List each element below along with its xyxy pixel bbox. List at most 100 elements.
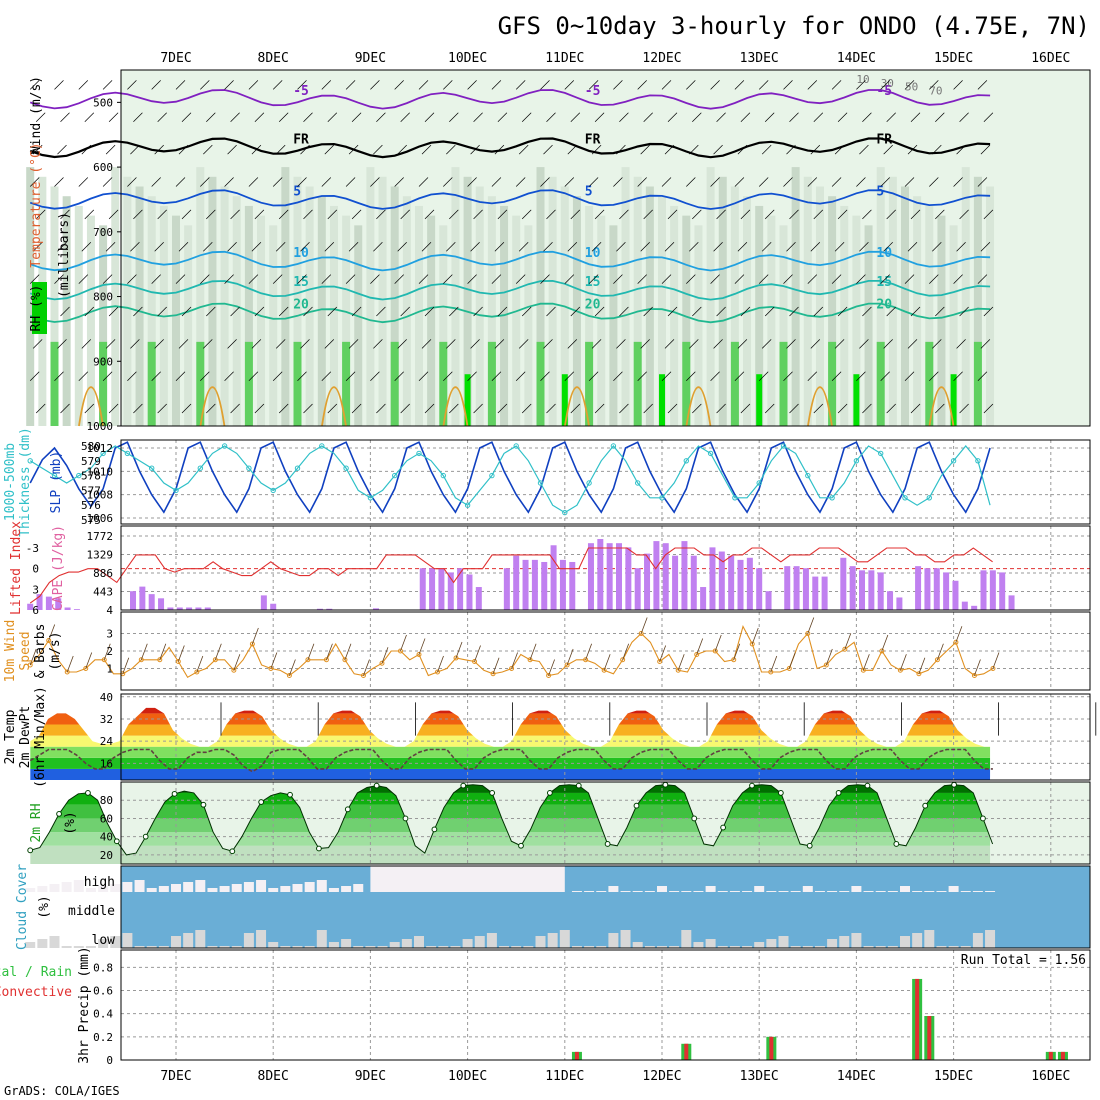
wind-speed-marker (64, 669, 70, 675)
cloud-low-bar (474, 936, 485, 948)
thickness-marker (416, 450, 422, 457)
wind-speed-marker (601, 667, 607, 673)
wind-barb (54, 274, 64, 284)
cape-bar (784, 566, 791, 610)
wind-barb (883, 144, 893, 155)
isotherm-5 (29, 189, 991, 210)
wind-barb (616, 339, 626, 349)
temperature-axis-label-line: Temperature (°C) (29, 142, 44, 267)
rh-shade (901, 186, 909, 426)
rh-shade (815, 186, 824, 426)
wind-barb (856, 80, 866, 90)
wind-barb (564, 274, 575, 284)
wind-speed-marker (879, 648, 885, 654)
cloud-low-bar (900, 936, 910, 948)
wind-barb (594, 209, 605, 220)
wind-speed-marker (583, 657, 589, 663)
wind-barb (831, 371, 842, 381)
cloud-high-bar (25, 888, 36, 892)
cape-bar (737, 559, 744, 610)
thickness-marker (149, 465, 155, 471)
rh-shade (402, 196, 411, 426)
isotherm-label: 10 (293, 246, 309, 261)
cloud-low-bar (875, 946, 886, 948)
wind-barb (200, 177, 210, 187)
temp-tick-label: 16 (100, 757, 113, 770)
wind-barb (224, 371, 234, 381)
rh-shade (767, 215, 776, 426)
rh-shade (609, 225, 618, 426)
wind-speed-marker (268, 666, 274, 671)
isotherm-minus-5 (29, 89, 991, 110)
wind-barb (35, 209, 46, 220)
wind-barb (443, 80, 453, 90)
wind-barb (303, 209, 313, 220)
isotherm-label: 15 (293, 275, 309, 290)
wind-barb (935, 403, 945, 414)
precip-convective-label: Convective (0, 985, 72, 1000)
wind-barb (151, 371, 161, 381)
rh-tick-label: 60 (100, 812, 113, 825)
surface-wind-barb (437, 655, 444, 673)
cape-bar (204, 607, 211, 610)
rh-shade (415, 205, 423, 426)
wind-barb (664, 241, 675, 252)
thickness-marker (51, 472, 58, 479)
wind-barb (689, 144, 699, 155)
wind-speed-marker (564, 662, 570, 668)
wind-barb (786, 339, 796, 349)
wind-barb (740, 403, 751, 414)
wind-barb (764, 306, 775, 317)
rh-shade (86, 215, 95, 426)
wind-barb (424, 209, 435, 220)
wind-barb (737, 339, 748, 349)
wind-barb (831, 274, 842, 284)
slp-axis-label-line: SLP (mb) (49, 451, 64, 514)
wind-barb (713, 144, 723, 155)
wind-barb (54, 371, 64, 381)
cloud-low-bar (49, 936, 60, 948)
cloud-low-bar (171, 936, 181, 948)
wind-barb (546, 112, 556, 123)
wind-barb (959, 403, 969, 414)
rh-shade (257, 215, 266, 426)
precip-convective-bar (1060, 1051, 1065, 1060)
wind-barb (467, 274, 477, 284)
top-date-label: 11DEC (545, 51, 584, 66)
slp-tick-label: 1010 (87, 465, 114, 478)
cape-bar (260, 595, 267, 610)
wind-barb (470, 339, 480, 349)
wind-barb (424, 403, 435, 414)
wind-barb (32, 241, 43, 252)
wind-barb (60, 306, 70, 317)
wind-speed-marker (472, 659, 478, 664)
cloud-low-bar (499, 946, 510, 948)
wind-barb (953, 274, 963, 284)
wind-barb (591, 144, 602, 155)
surface-wind-barb (881, 634, 889, 652)
wind-barb (546, 306, 556, 317)
cape-bar (466, 574, 473, 610)
wind-barb (467, 80, 477, 90)
wind-barb (227, 339, 237, 349)
wind-barb (910, 209, 921, 220)
wind-barb (421, 144, 432, 155)
wind-barb (862, 306, 872, 317)
wind-barb (716, 112, 726, 123)
top-date-label: 10DEC (448, 51, 487, 66)
wind-barb (206, 306, 216, 317)
wind-barb (57, 144, 67, 155)
cloud-high-bar (231, 884, 242, 892)
wind-barb (643, 306, 653, 317)
wind-barb (588, 177, 599, 187)
temp-tick-label: 40 (100, 691, 113, 704)
wind-axis-label: Wind (m/s) (29, 76, 44, 154)
cloud-axis-label-line: Cloud Cover (15, 864, 30, 950)
precip-convective-bar (915, 978, 920, 1060)
lifted-index-axis-label-line: Lifted Index (9, 521, 24, 615)
cape-bar (559, 559, 566, 610)
wind-barb (157, 403, 167, 414)
wind-barb (105, 339, 116, 349)
cloud-low-bar (328, 942, 339, 948)
wind-barb (640, 144, 650, 155)
